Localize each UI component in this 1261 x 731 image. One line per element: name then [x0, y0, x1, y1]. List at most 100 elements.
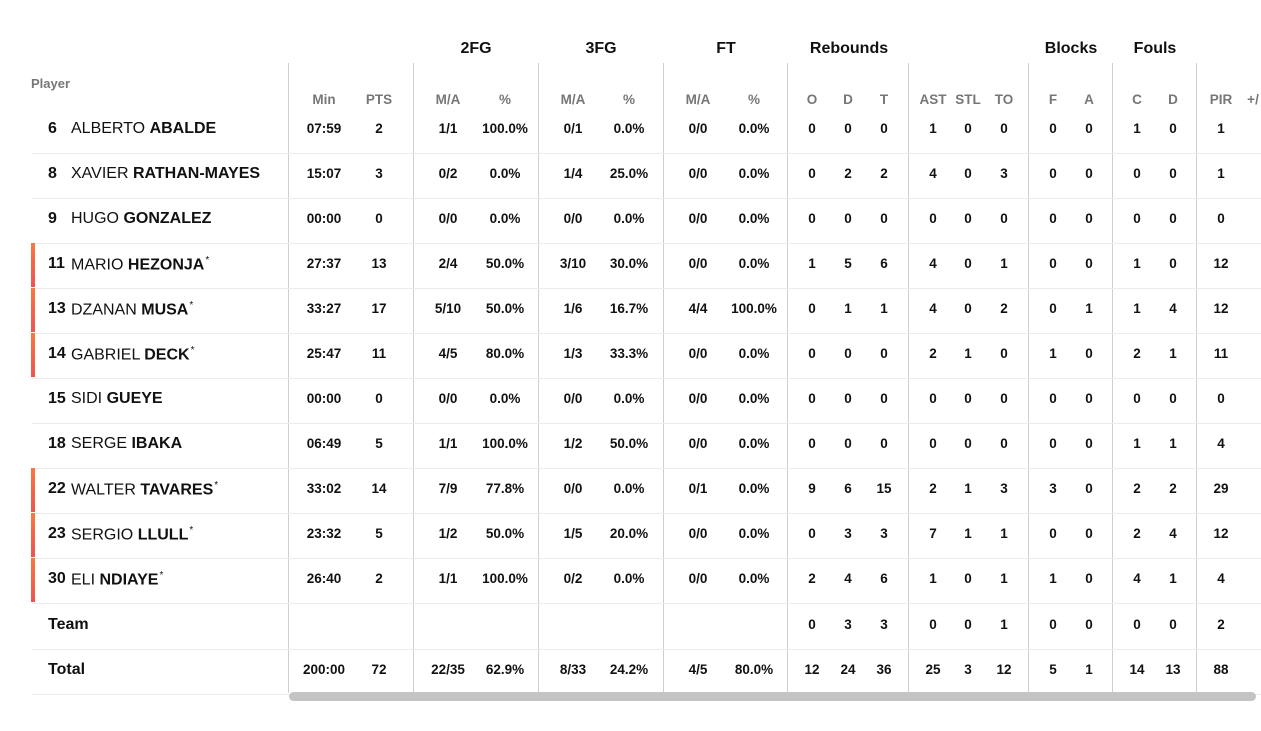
- starter-mark: *: [190, 345, 195, 356]
- stat-cell: 1: [1000, 571, 1008, 586]
- stat-cell: 0/0: [688, 346, 708, 361]
- stat-cell: 0.0%: [489, 391, 521, 406]
- stat-cell: 2: [1133, 481, 1141, 496]
- stat-cell: 1: [1169, 346, 1177, 361]
- stat-cell: 0: [964, 391, 972, 406]
- stat-cell: 80.0%: [734, 662, 774, 677]
- column-header[interactable]: O: [806, 92, 818, 107]
- column-header[interactable]: M/A: [435, 92, 461, 107]
- stat-cell: 25:47: [306, 346, 342, 361]
- player-name-link[interactable]: SERGIO LLULL*: [71, 525, 193, 544]
- stat-cell: 0: [844, 211, 852, 226]
- stat-cell: 13: [1165, 662, 1181, 677]
- stat-cell: 3: [880, 526, 888, 541]
- stat-cell: 0.0%: [738, 571, 770, 586]
- stat-cell: 3: [844, 526, 852, 541]
- stat-cell: 2: [1133, 346, 1141, 361]
- stat-cell: 5: [375, 436, 383, 451]
- stat-cell: 4: [929, 301, 937, 316]
- player-name-link[interactable]: ELI NDIAYE*: [71, 570, 163, 589]
- row-divider: [32, 243, 1261, 244]
- player-name-link[interactable]: DZANAN MUSA*: [71, 300, 193, 319]
- column-header[interactable]: C: [1132, 92, 1142, 107]
- stat-cell: 0.0%: [738, 166, 770, 181]
- starter-indicator: [31, 333, 35, 377]
- player-last-name: RATHAN-MAYES: [132, 165, 261, 182]
- group-header-2fg: 2FG: [460, 40, 492, 57]
- player-name-link[interactable]: MARIO HEZONJA*: [71, 255, 209, 274]
- column-header[interactable]: M/A: [685, 92, 711, 107]
- stat-cell: 0: [1085, 571, 1093, 586]
- column-header[interactable]: STL: [955, 92, 981, 107]
- column-header[interactable]: PTS: [365, 92, 393, 107]
- starter-indicator: [31, 558, 35, 602]
- stat-cell: 1: [964, 481, 972, 496]
- stat-cell: 0: [929, 391, 937, 406]
- stat-cell: 0/2: [563, 571, 583, 586]
- stat-cell: 0: [880, 346, 888, 361]
- column-header[interactable]: TO: [994, 92, 1014, 107]
- column-header[interactable]: F: [1048, 92, 1058, 107]
- stat-cell: 0: [1085, 481, 1093, 496]
- stat-cell: 2: [929, 481, 937, 496]
- stat-cell: 4: [1169, 301, 1177, 316]
- stat-cell: 2: [1000, 301, 1008, 316]
- column-header[interactable]: M/A: [560, 92, 586, 107]
- player-first-name: SIDI: [71, 390, 103, 407]
- player-name-link[interactable]: SERGE IBAKA: [71, 435, 182, 453]
- stat-cell: 1: [1217, 166, 1225, 181]
- column-header[interactable]: PIR: [1209, 92, 1233, 107]
- column-header[interactable]: Min: [312, 92, 336, 107]
- player-first-name: ALBERTO: [71, 120, 146, 137]
- stat-cell: 0: [1049, 301, 1057, 316]
- stat-cell: 13: [371, 256, 387, 271]
- player-name-link[interactable]: ALBERTO ABALDE: [71, 120, 216, 138]
- column-header[interactable]: %: [498, 92, 512, 107]
- player-last-name: ABALDE: [149, 120, 217, 137]
- stat-cell: 4: [1133, 571, 1141, 586]
- stat-cell: 0.0%: [738, 211, 770, 226]
- row-divider: [32, 198, 1261, 199]
- stat-cell: 3: [1000, 166, 1008, 181]
- stat-cell: 0: [929, 211, 937, 226]
- player-number: 23: [48, 525, 66, 542]
- starter-mark: *: [189, 525, 194, 536]
- stat-cell: 0.0%: [738, 256, 770, 271]
- stat-cell: 0: [1133, 166, 1141, 181]
- column-header[interactable]: %: [622, 92, 636, 107]
- horizontal-scrollbar[interactable]: [289, 692, 1256, 701]
- stat-cell: 0: [1169, 617, 1177, 632]
- stat-cell: 2: [375, 571, 383, 586]
- stat-cell: 88: [1213, 662, 1229, 677]
- column-header[interactable]: A: [1084, 92, 1094, 107]
- stat-cell: 0: [808, 617, 816, 632]
- stat-cell: 0: [1049, 166, 1057, 181]
- stat-cell: 17: [371, 301, 387, 316]
- player-name-link[interactable]: XAVIER RATHAN-MAYES: [71, 165, 260, 183]
- column-header[interactable]: AST: [919, 92, 947, 107]
- team-label: Team: [48, 616, 89, 633]
- row-divider: [32, 558, 1261, 559]
- starter-indicator: [31, 468, 35, 512]
- player-name-link[interactable]: SIDI GUEYE: [71, 390, 163, 408]
- player-name-link[interactable]: GABRIEL DECK*: [71, 345, 194, 364]
- column-header[interactable]: +/: [1247, 92, 1259, 107]
- stat-cell: 0: [1049, 391, 1057, 406]
- player-last-name: HEZONJA: [127, 256, 205, 274]
- stat-cell: 200:00: [302, 662, 346, 677]
- player-name-link[interactable]: WALTER TAVARES*: [71, 480, 218, 499]
- player-last-name: NDIAYE: [99, 571, 159, 589]
- column-header[interactable]: %: [747, 92, 761, 107]
- player-last-name: IBAKA: [131, 435, 183, 452]
- stat-cell: 12: [1213, 301, 1229, 316]
- player-name-link[interactable]: HUGO GONZALEZ: [71, 210, 211, 228]
- stat-cell: 1: [844, 301, 852, 316]
- column-header[interactable]: D: [843, 92, 853, 107]
- stat-cell: 0: [1049, 617, 1057, 632]
- column-header[interactable]: D: [1168, 92, 1178, 107]
- column-header[interactable]: T: [879, 92, 889, 107]
- stat-cell: 36: [876, 662, 892, 677]
- stat-cell: 16.7%: [609, 301, 649, 316]
- stat-cell: 4: [1169, 526, 1177, 541]
- stat-cell: 12: [804, 662, 820, 677]
